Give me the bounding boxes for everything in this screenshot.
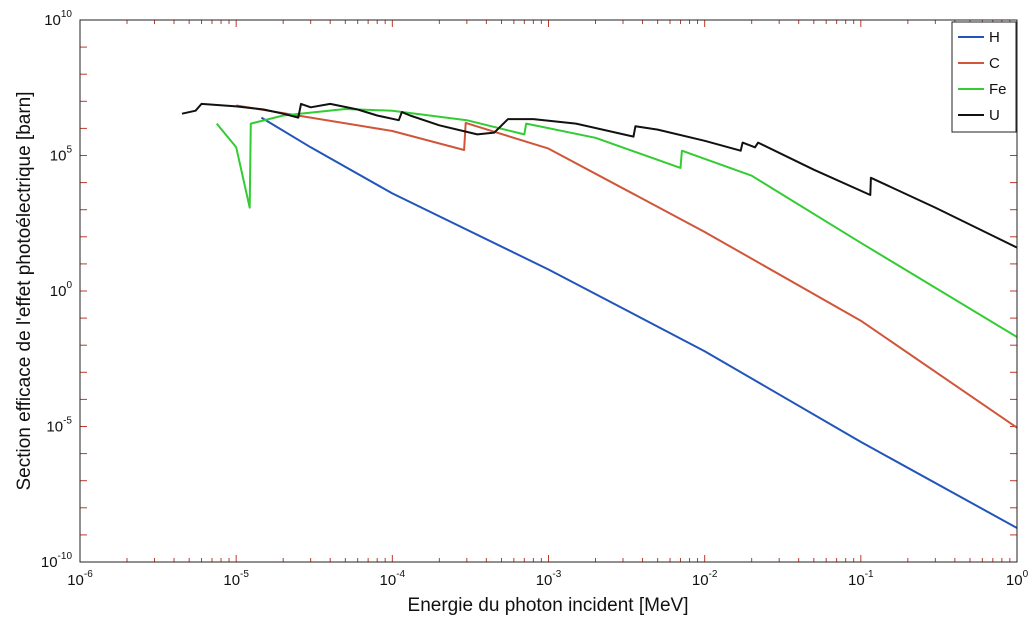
y-tick-label: 10-5 [46,416,72,436]
y-tick-label: 10-10 [41,551,73,571]
legend-label: C [989,55,1000,72]
x-tick-label: 10-1 [848,569,874,589]
x-axis-label: Energie du photon incident [MeV] [408,595,689,616]
x-tick-label: 10-3 [536,569,562,589]
x-tick-label: 10-4 [380,569,406,589]
legend-box [951,21,1017,133]
x-tick-label: 100 [1006,569,1029,589]
series-layer [181,102,1018,529]
x-tick-label: 10-2 [692,569,718,589]
series-line-h [260,116,1018,529]
plot-frame [79,19,1018,563]
legend-label: Fe [989,81,1007,98]
y-tick-label: 1010 [44,9,72,29]
y-tick-label: 105 [50,145,73,165]
y-tick-label: 100 [50,280,73,300]
plot-area [80,20,1017,562]
tick-labels: 10-6 10-5 10-4 10-3 10-2 10-1 100 10-10 10-5 100 1… [41,9,1029,589]
x-tick-label: 10-6 [67,569,93,589]
y-axis-label: Section efficace de l'effet photoélectri… [14,91,35,490]
x-tick-label: 10-5 [223,569,249,589]
legend: HC Fe U [951,21,1017,133]
series-line-c [236,104,1018,429]
series-line-u [181,102,1018,249]
series-line-fe [215,108,1018,338]
legend-label: H [989,29,1000,46]
legend-label: U [989,107,1000,124]
